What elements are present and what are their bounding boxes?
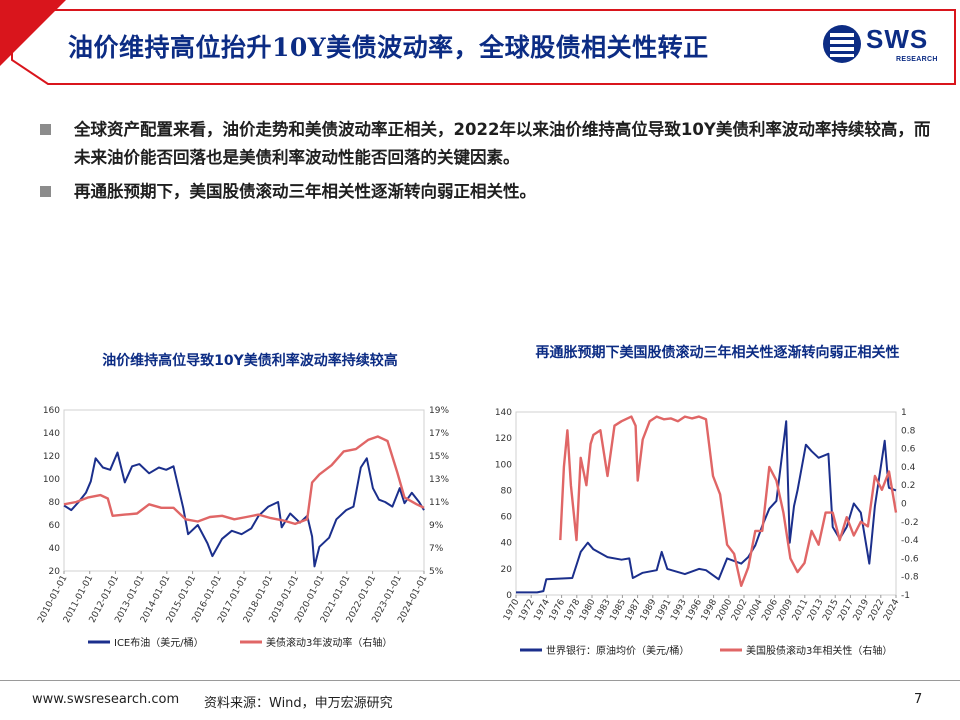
series-line-right-axis	[559, 415, 898, 588]
legend-label: ICE布油（美元/桶）	[114, 636, 204, 649]
slide-footer: www.swsresearch.com 资料来源：Wind，申万宏源研究 7	[0, 680, 960, 720]
legend-label: 美债滚动3年波动率（右轴）	[266, 636, 392, 649]
bullet-text: 全球资产配置来看，油价走势和美债波动率正相关，2022年以来油价维持高位导致10…	[74, 120, 931, 167]
bullet-text: 再通胀预期下，美国股债滚动三年相关性逐渐转向弱正相关性。	[74, 182, 536, 201]
y-left-tick-label: 140	[495, 408, 512, 418]
plot-area	[515, 411, 897, 596]
series-line-left-axis	[63, 451, 425, 568]
bullet-square-icon	[40, 186, 51, 197]
y-right-tick-label: 11%	[429, 498, 449, 508]
logo-text: SWS	[866, 24, 929, 54]
bullet-square-icon	[40, 124, 51, 135]
y-left-tick-label: 40	[49, 544, 61, 554]
y-left-tick-label: 60	[501, 513, 513, 523]
y-right-tick-label: 17%	[429, 429, 449, 439]
y-left-tick-label: 100	[495, 460, 512, 470]
y-right-tick-label: 0.8	[901, 426, 916, 436]
footer-source: 资料来源：Wind，申万宏源研究	[204, 696, 393, 711]
series-line-right-axis	[63, 435, 425, 526]
header-decoration	[0, 0, 956, 85]
y-right-tick-label: -0.8	[901, 573, 919, 583]
y-left-tick-label: 120	[495, 434, 512, 444]
y-left-tick-label: 100	[43, 475, 60, 485]
y-left-tick-label: 20	[501, 565, 513, 575]
y-right-tick-label: 0	[901, 500, 907, 510]
chart1-title: 油价维持高位导致10Y美债利率波动率持续较高	[102, 353, 398, 369]
y-left-tick-label: 80	[49, 498, 61, 508]
slide-header: 油价维持高位抬升10Y美债波动率，全球股债相关性转正 SWS RESEARCH	[0, 0, 960, 100]
bullet-item: 全球资产配置来看，油价走势和美债波动率正相关，2022年以来油价维持高位导致10…	[40, 116, 940, 172]
y-left-tick-label: 60	[49, 521, 61, 531]
bullet-item: 再通胀预期下，美国股债滚动三年相关性逐渐转向弱正相关性。	[40, 178, 940, 206]
footer-url-link[interactable]: www.swsresearch.com	[32, 692, 180, 707]
y-right-tick-label: 5%	[429, 567, 444, 577]
chart1-oil-vs-ust-vol: 20 40 60 80 100 120 140 160 5% 7% 9% 11% 13% 15% 17% 19…	[36, 406, 449, 649]
y-right-tick-label: 0.4	[901, 463, 916, 473]
y-right-tick-label: 9%	[429, 521, 444, 531]
sws-logo: SWS RESEARCH	[822, 22, 942, 72]
page-number: 7	[914, 692, 923, 707]
x-tick-label: 2024	[882, 597, 902, 622]
y-right-tick-label: 7%	[429, 544, 444, 554]
y-left-tick-label: 80	[501, 486, 513, 496]
y-right-tick-label: -1	[901, 591, 910, 601]
page-title: 油价维持高位抬升10Y美债波动率，全球股债相关性转正	[68, 33, 709, 62]
y-right-tick-label: 19%	[429, 406, 449, 416]
y-right-tick-label: -0.6	[901, 554, 919, 564]
y-right-tick-label: 0.2	[901, 481, 915, 491]
logo-emblem-icon	[823, 25, 861, 63]
legend-label: 美国股债滚动3年相关性（右轴）	[746, 644, 892, 657]
y-left-tick-label: 140	[43, 429, 60, 439]
y-right-tick-label: 0.6	[901, 445, 916, 455]
chart2-oil-vs-stock-bond-corr: 0 20 40 60 80 100 120 140 -1 -0.8 -0.6 -0.4 -0.2 0 0.2…	[495, 408, 919, 657]
logo-subtext: RESEARCH	[896, 56, 938, 63]
chart2-title: 再通胀预期下美国股债滚动三年相关性逐渐转向弱正相关性	[535, 345, 900, 361]
plot-area	[63, 409, 425, 572]
bullet-list: 全球资产配置来看，油价走势和美债波动率正相关，2022年以来油价维持高位导致10…	[40, 116, 940, 212]
y-left-tick-label: 20	[49, 567, 61, 577]
legend-label: 世界银行：原油均价（美元/桶）	[546, 644, 689, 657]
series-line-left-axis	[516, 420, 897, 594]
y-left-tick-label: 40	[501, 539, 513, 549]
y-left-tick-label: 160	[43, 406, 60, 416]
y-left-tick-label: 120	[43, 452, 60, 462]
y-right-tick-label: -0.2	[901, 518, 919, 528]
y-right-tick-label: 15%	[429, 452, 449, 462]
footer-divider	[0, 680, 960, 681]
y-right-tick-label: 13%	[429, 475, 449, 485]
y-right-tick-label: 1	[901, 408, 907, 418]
y-left-tick-label: 0	[506, 591, 512, 601]
y-right-tick-label: -0.4	[901, 536, 919, 546]
